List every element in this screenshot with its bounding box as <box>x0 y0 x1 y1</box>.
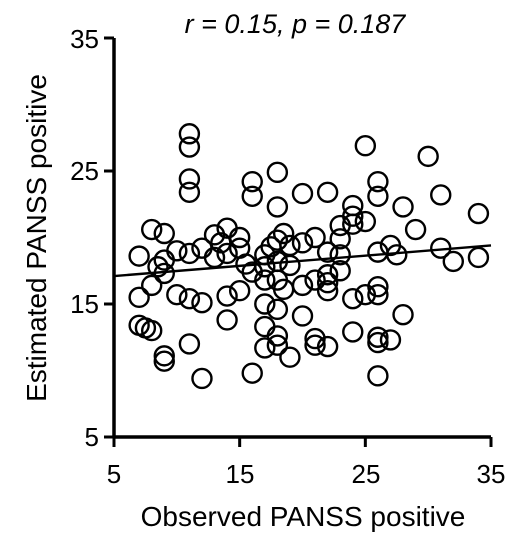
data-point <box>279 254 301 277</box>
regression-line <box>113 244 492 278</box>
data-point <box>266 325 289 347</box>
data-point <box>178 287 201 310</box>
x-tick-label-35: 35 <box>477 459 506 489</box>
data-point <box>254 293 276 315</box>
data-point <box>329 244 351 266</box>
data-point <box>316 280 339 302</box>
data-point <box>316 241 339 263</box>
data-point <box>153 350 175 372</box>
x-tick-label-15: 15 <box>226 459 255 489</box>
data-point <box>178 123 201 145</box>
data-point <box>128 245 150 267</box>
data-point <box>467 202 490 225</box>
data-point <box>367 276 389 298</box>
data-point <box>367 185 389 207</box>
data-point <box>140 218 163 241</box>
data-point <box>228 226 251 249</box>
data-point <box>266 334 289 356</box>
data-point <box>228 280 251 302</box>
data-point <box>329 260 351 282</box>
data-point <box>266 298 289 321</box>
data-point <box>241 170 263 193</box>
data-point <box>178 136 201 158</box>
data-point <box>291 232 314 254</box>
data-point <box>178 333 201 355</box>
data-point <box>354 210 377 233</box>
data-point <box>191 237 213 259</box>
data-point <box>442 250 464 273</box>
y-tick-label-5: 5 <box>85 422 99 452</box>
plot-area <box>104 36 493 447</box>
data-point <box>430 184 452 206</box>
data-point <box>272 222 295 245</box>
data-point <box>216 285 238 307</box>
data-point <box>392 196 414 218</box>
data-point <box>191 291 213 314</box>
data-point <box>266 196 289 218</box>
x-axis-title: Observed PANSS positive <box>141 501 466 532</box>
data-point <box>210 232 232 254</box>
data-point <box>266 161 289 184</box>
data-point <box>367 170 389 193</box>
data-point <box>153 345 175 367</box>
data-point <box>178 242 201 265</box>
data-point <box>178 168 201 190</box>
data-point <box>354 135 377 157</box>
data-point <box>367 331 389 354</box>
data-point <box>254 256 276 278</box>
x-tick-label-25: 25 <box>352 459 381 489</box>
data-point <box>392 303 414 326</box>
data-point <box>241 362 263 384</box>
correlation-annotation: r = 0.15, p = 0.187 <box>185 9 407 39</box>
data-point <box>279 234 301 257</box>
data-point <box>329 228 351 250</box>
data-point <box>140 319 163 342</box>
data-point <box>417 145 439 168</box>
data-point <box>467 246 490 269</box>
data-point <box>304 269 326 291</box>
data-point <box>279 346 301 368</box>
data-point <box>291 182 314 205</box>
y-tick-label-15: 15 <box>70 289 99 319</box>
data-point <box>266 229 289 251</box>
data-point <box>367 326 389 348</box>
data-point <box>166 283 188 306</box>
data-point <box>342 213 364 235</box>
data-point <box>191 367 213 390</box>
data-points <box>128 123 490 390</box>
data-point <box>329 214 351 237</box>
data-point <box>291 305 314 327</box>
data-point <box>254 337 276 359</box>
data-point <box>342 287 364 310</box>
data-point <box>379 329 402 351</box>
data-point <box>304 334 326 356</box>
data-point <box>241 185 263 207</box>
data-point <box>153 222 175 245</box>
data-point <box>216 242 238 265</box>
axis-ticks <box>104 36 493 447</box>
data-point <box>178 181 201 203</box>
data-point <box>128 286 150 309</box>
data-point <box>404 218 427 241</box>
data-point <box>216 309 238 331</box>
y-axis-title: Estimated PANSS positive <box>21 74 52 402</box>
x-tick-label-5: 5 <box>107 459 121 489</box>
y-tick-label-25: 25 <box>70 156 99 186</box>
data-point <box>316 264 339 286</box>
data-point <box>140 274 163 297</box>
data-point <box>291 274 314 297</box>
data-point <box>254 269 276 291</box>
data-point <box>254 315 276 338</box>
data-point <box>316 181 339 203</box>
data-point <box>316 335 339 358</box>
data-point <box>367 283 389 306</box>
data-point <box>166 240 188 262</box>
data-point <box>316 272 339 294</box>
data-point <box>342 321 364 343</box>
data-point <box>367 365 389 387</box>
data-point <box>304 226 326 249</box>
y-tick-label-35: 35 <box>70 24 99 54</box>
data-point <box>147 256 169 278</box>
